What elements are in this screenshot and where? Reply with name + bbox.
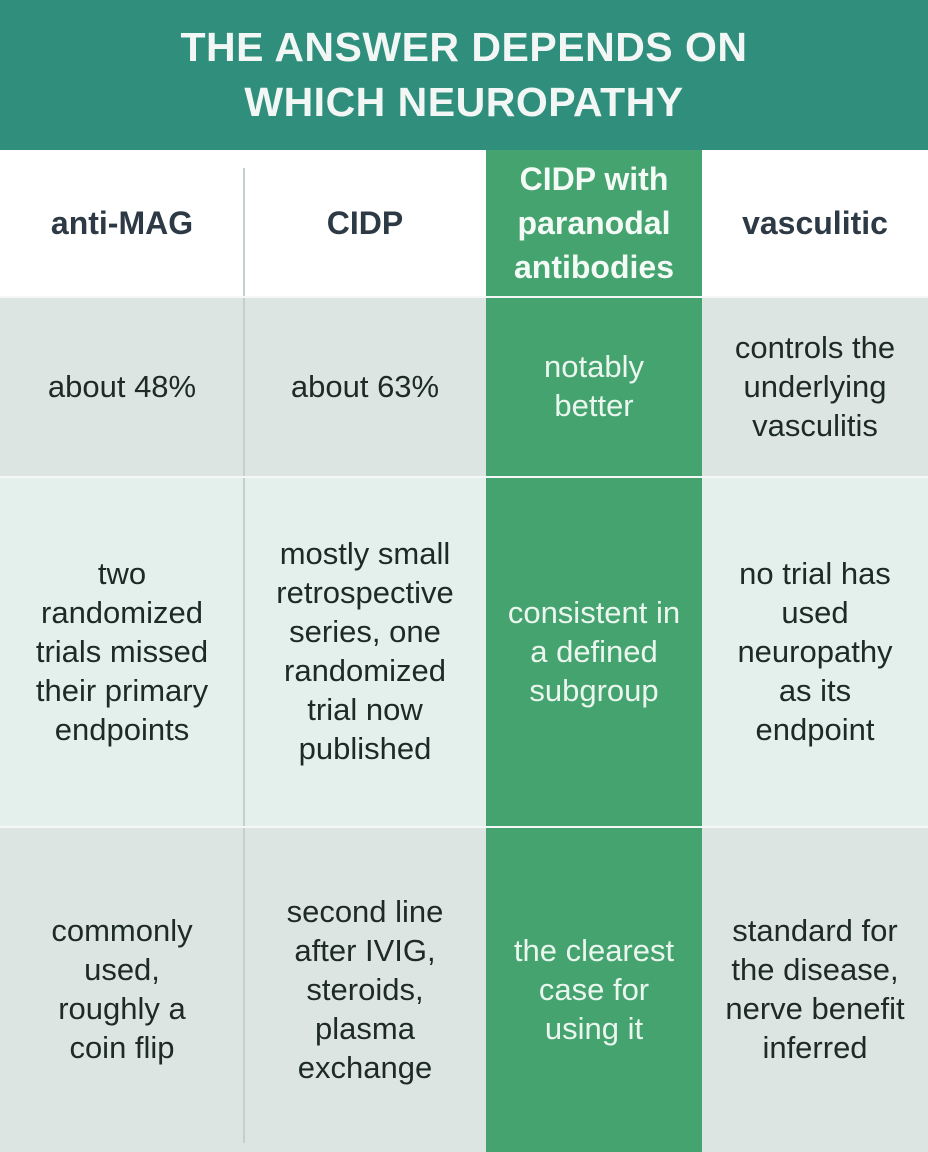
table-cell: commonly used, roughly a coin flip (0, 826, 244, 1152)
cell-text: the clearest case for using it (513, 932, 675, 1046)
row-divider (0, 476, 928, 478)
cell-text: standard for the disease, nerve benefit … (725, 913, 905, 1065)
table-cell-highlighted: notably better (486, 296, 702, 476)
cell-text: consistent in a defined subgroup (507, 594, 681, 708)
table-cell: two randomized trials missed their prima… (0, 476, 244, 826)
column-header-label: CIDP (326, 204, 404, 241)
title-banner: THE ANSWER DEPENDS ON WHICH NEUROPATHY (0, 0, 928, 150)
table-header-row: anti-MAG CIDP CIDP with paranodal antibo… (0, 150, 928, 296)
table-row: commonly used, roughly a coin flip secon… (0, 826, 928, 1152)
cell-text: no trial has used neuropathy as its endp… (737, 555, 893, 747)
cell-text: controls the underlying vasculitis (734, 329, 896, 443)
cell-text: about 63% (290, 368, 440, 404)
table-cell: about 48% (0, 296, 244, 476)
row-divider (0, 296, 928, 298)
column-header-label: CIDP with paranodal antibodies (513, 161, 674, 285)
column-header-label: vasculitic (742, 204, 888, 241)
cell-text: mostly small retrospective series, one r… (276, 536, 454, 766)
table-cell-highlighted: the clearest case for using it (486, 826, 702, 1152)
page-title: THE ANSWER DEPENDS ON WHICH NEUROPATHY (180, 24, 748, 125)
table-row: two randomized trials missed their prima… (0, 476, 928, 826)
column-header-cidp-paranodal: CIDP with paranodal antibodies (486, 150, 702, 296)
comparison-table: anti-MAG CIDP CIDP with paranodal antibo… (0, 150, 928, 1152)
table-cell: about 63% (244, 296, 486, 476)
table-row: about 48% about 63% notably better contr… (0, 296, 928, 476)
cell-text: notably better (544, 349, 644, 423)
table-cell: no trial has used neuropathy as its endp… (702, 476, 928, 826)
column-divider (243, 168, 245, 1143)
table-cell-highlighted: consistent in a defined subgroup (486, 476, 702, 826)
table-cell: controls the underlying vasculitis (702, 296, 928, 476)
column-header-cidp: CIDP (244, 150, 486, 296)
column-header-label: anti-MAG (50, 204, 194, 241)
table-cell: mostly small retrospective series, one r… (244, 476, 486, 826)
table-cell: second line after IVIG, steroids, plasma… (244, 826, 486, 1152)
row-divider (0, 826, 928, 828)
cell-text: second line after IVIG, steroids, plasma… (286, 893, 444, 1085)
table-cell: standard for the disease, nerve benefit … (702, 826, 928, 1152)
cell-text: two randomized trials missed their prima… (35, 555, 209, 747)
cell-text: about 48% (47, 368, 197, 404)
column-header-vasculitic: vasculitic (702, 150, 928, 296)
cell-text: commonly used, roughly a coin flip (51, 913, 193, 1065)
column-header-anti-mag: anti-MAG (0, 150, 244, 296)
